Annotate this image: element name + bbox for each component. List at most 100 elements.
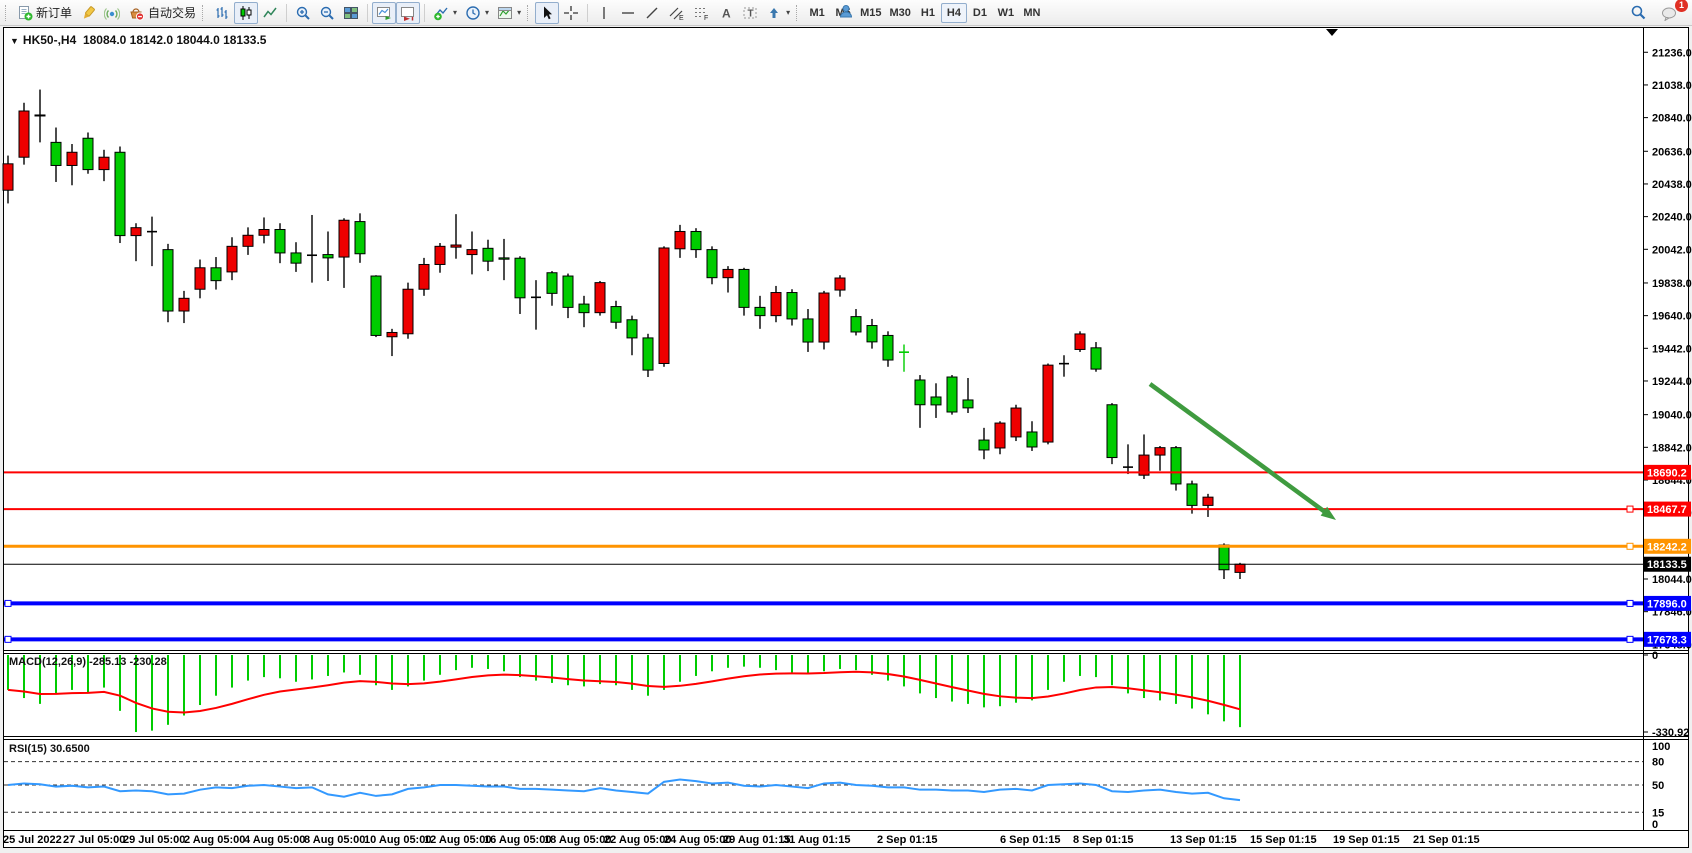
svg-text:15: 15 bbox=[1652, 807, 1664, 819]
svg-text:16 Aug 05:00: 16 Aug 05:00 bbox=[484, 834, 551, 846]
svg-text:A: A bbox=[722, 6, 731, 20]
timeframe-m1[interactable]: M1 bbox=[804, 3, 830, 23]
fibonacci-button[interactable]: F bbox=[689, 2, 714, 24]
indicators-button[interactable]: ▾ bbox=[429, 2, 461, 24]
tile-windows-button[interactable] bbox=[339, 2, 363, 24]
notification-badge: 1 bbox=[1675, 0, 1688, 12]
indicators-icon bbox=[434, 7, 448, 20]
timeframe-d1[interactable]: D1 bbox=[967, 3, 993, 23]
text-label-icon: T bbox=[743, 7, 757, 19]
cursor-button[interactable] bbox=[535, 1, 560, 24]
crosshair-icon bbox=[564, 5, 579, 20]
line-handle[interactable] bbox=[1626, 635, 1634, 643]
horizontal-line-icon bbox=[622, 11, 635, 14]
search-button[interactable] bbox=[1626, 2, 1651, 24]
timeframe-m30[interactable]: M30 bbox=[886, 3, 915, 23]
text-button[interactable]: A bbox=[714, 2, 738, 24]
arrows-button[interactable]: ▾ bbox=[762, 2, 794, 24]
line-handle[interactable] bbox=[1626, 599, 1634, 607]
trendline-button[interactable] bbox=[640, 2, 664, 24]
svg-text:2 Aug 05:00: 2 Aug 05:00 bbox=[184, 834, 245, 846]
svg-text:18690.2: 18690.2 bbox=[1647, 467, 1687, 479]
line-handle[interactable] bbox=[4, 599, 12, 607]
clock-icon bbox=[466, 5, 480, 20]
periods-button[interactable]: ▾ bbox=[461, 2, 493, 24]
trendline-icon bbox=[646, 7, 658, 18]
rsi-panel: 100 80 50 150 bbox=[4, 741, 1670, 831]
toolbar-grip[interactable] bbox=[202, 4, 206, 21]
svg-text:E: E bbox=[679, 15, 684, 21]
chart-symbol-period: HK50-,H4 bbox=[22, 33, 77, 47]
timeframe-w1[interactable]: W1 bbox=[993, 3, 1019, 23]
zoom-in-button[interactable] bbox=[291, 2, 315, 24]
signals-button[interactable] bbox=[100, 2, 124, 24]
svg-text:19040.0: 19040.0 bbox=[1652, 410, 1692, 422]
candles-layer bbox=[2, 89, 1246, 579]
new-order-button[interactable]: 新订单 bbox=[13, 2, 76, 24]
chevron-down-icon: ▾ bbox=[485, 8, 490, 17]
svg-text:0: 0 bbox=[1652, 819, 1658, 831]
template-icon bbox=[498, 6, 513, 19]
line-handle[interactable] bbox=[4, 635, 12, 643]
timeframe-m15[interactable]: M15 bbox=[856, 3, 885, 23]
bar-chart-button[interactable] bbox=[210, 2, 234, 24]
community-button[interactable] bbox=[0, 0, 1692, 22]
svg-text:29 Jul 05:00: 29 Jul 05:00 bbox=[123, 834, 185, 846]
zoom-out-button[interactable] bbox=[315, 2, 339, 24]
tile-windows-icon bbox=[344, 6, 359, 19]
svg-text:10 Aug 05:00: 10 Aug 05:00 bbox=[364, 834, 431, 846]
rsi-value: 30.6500 bbox=[49, 743, 90, 755]
mql5-market-button[interactable] bbox=[76, 2, 100, 24]
timeframe-h4[interactable]: H4 bbox=[940, 2, 967, 23]
arrows-icon bbox=[770, 7, 779, 18]
svg-text:15 Sep 01:15: 15 Sep 01:15 bbox=[1250, 834, 1317, 846]
person-icon bbox=[839, 5, 853, 18]
chevron-down-icon: ▾ bbox=[453, 8, 458, 17]
svg-text:20840.0: 20840.0 bbox=[1652, 113, 1692, 125]
auto-scroll-button[interactable] bbox=[372, 1, 397, 24]
channel-icon: E bbox=[669, 7, 684, 21]
chart-shift-button[interactable] bbox=[396, 1, 421, 24]
toolbar-grip[interactable] bbox=[5, 4, 9, 21]
line-handle[interactable] bbox=[1626, 542, 1634, 550]
svg-text:18842.0: 18842.0 bbox=[1652, 442, 1692, 454]
line-chart-button[interactable] bbox=[258, 2, 282, 24]
svg-text:18467.7: 18467.7 bbox=[1647, 504, 1687, 516]
horizontal-line-button[interactable] bbox=[616, 2, 640, 24]
line-handle[interactable] bbox=[1626, 505, 1634, 513]
notifications-button[interactable]: 1 bbox=[1657, 0, 1688, 24]
rsi-line bbox=[7, 778, 1241, 802]
svg-text:18 Aug 05:00: 18 Aug 05:00 bbox=[544, 834, 611, 846]
toolbar-grip[interactable] bbox=[796, 4, 800, 21]
chart-title[interactable]: ▼ HK50-,H4 18084.0 18142.0 18044.0 18133.… bbox=[10, 33, 266, 47]
timeframe-h1[interactable]: H1 bbox=[915, 3, 941, 23]
macd-values: -285.13 -230.28 bbox=[89, 656, 167, 668]
trend-arrow[interactable] bbox=[1148, 382, 1336, 520]
toolbar: 新订单 bbox=[0, 0, 1692, 26]
equidistant-channel-button[interactable]: E bbox=[664, 2, 689, 24]
templates-button[interactable]: ▾ bbox=[493, 2, 525, 24]
svg-text:4 Aug 05:00: 4 Aug 05:00 bbox=[244, 834, 305, 846]
vertical-line-button[interactable] bbox=[592, 2, 616, 24]
chart-shift-icon bbox=[401, 6, 415, 21]
chart-shift-marker[interactable] bbox=[1326, 29, 1338, 36]
svg-text:50: 50 bbox=[1652, 780, 1664, 792]
line-chart-icon bbox=[263, 7, 277, 17]
toolbar-grip[interactable] bbox=[527, 4, 531, 21]
macd-signal-line bbox=[7, 670, 1241, 714]
text-label-button[interactable]: T bbox=[738, 2, 762, 24]
svg-text:21038.0: 21038.0 bbox=[1652, 80, 1692, 92]
candlestick-icon bbox=[240, 5, 252, 20]
autotrading-button[interactable]: 自动交易 bbox=[124, 2, 200, 24]
svg-text:18044.0: 18044.0 bbox=[1652, 574, 1692, 586]
svg-text:21 Sep 01:15: 21 Sep 01:15 bbox=[1413, 834, 1480, 846]
crosshair-button[interactable] bbox=[559, 2, 583, 24]
svg-text:12 Aug 05:00: 12 Aug 05:00 bbox=[424, 834, 491, 846]
svg-text:20042.0: 20042.0 bbox=[1652, 244, 1692, 256]
candlestick-chart-button[interactable] bbox=[234, 1, 259, 24]
svg-text:19640.0: 19640.0 bbox=[1652, 311, 1692, 323]
timeframe-mn[interactable]: MN bbox=[1019, 3, 1045, 23]
chat-bubble-icon bbox=[1662, 7, 1676, 21]
